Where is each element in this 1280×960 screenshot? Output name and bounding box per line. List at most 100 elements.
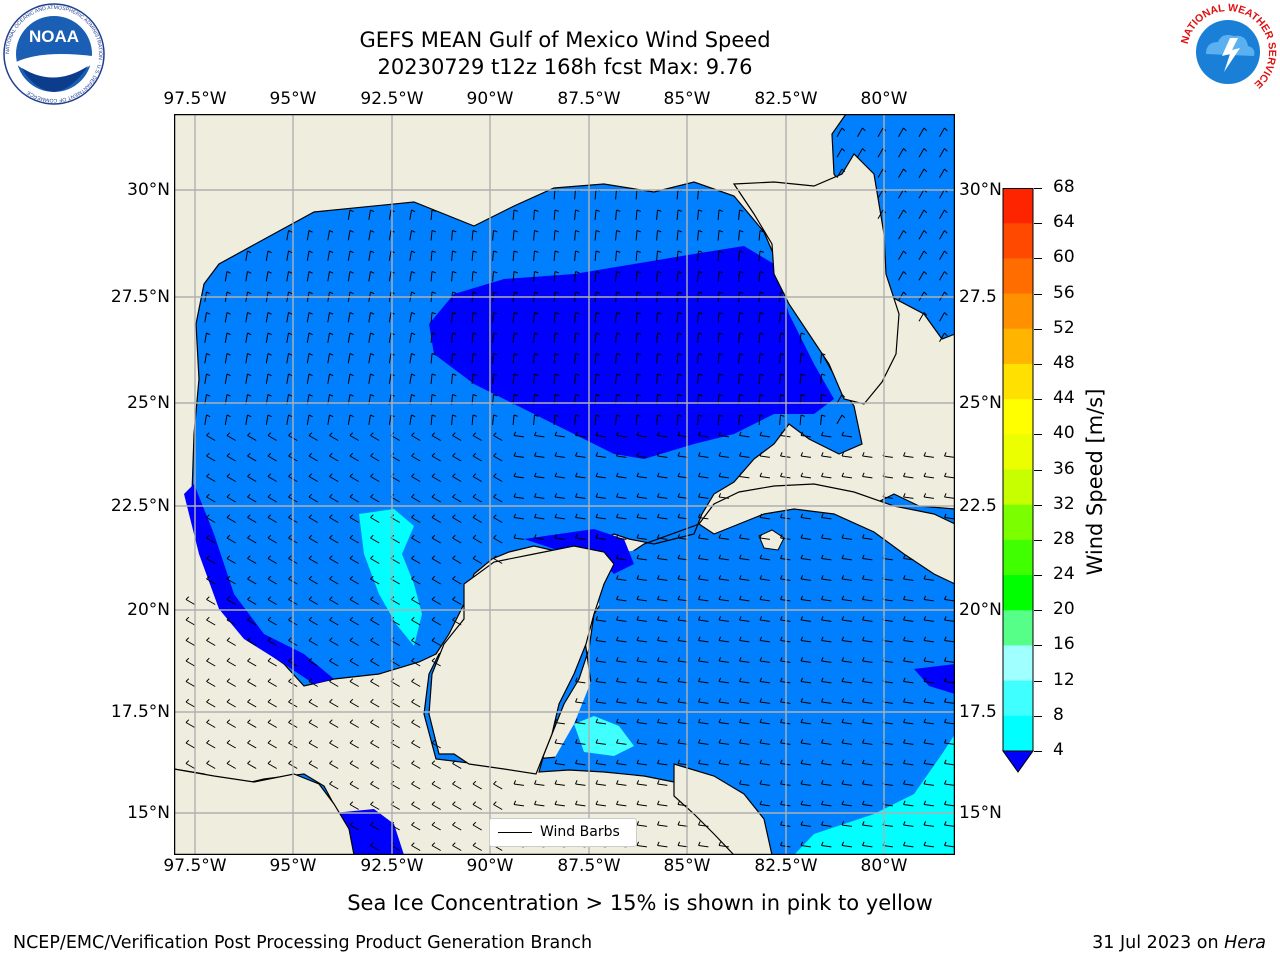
- wind-barb: [226, 432, 236, 441]
- colorbar-tick-label: 8: [1053, 704, 1064, 725]
- wind-barb: [616, 493, 627, 499]
- wind-barb: [841, 780, 852, 786]
- wind-barb: [718, 718, 729, 725]
- legend-line-swatch: [498, 831, 532, 833]
- wind-barb: [329, 657, 339, 667]
- wind-barb: [308, 555, 318, 564]
- wind-barb: [821, 575, 832, 581]
- wind-barb: [370, 760, 380, 769]
- wind-barb: [308, 637, 318, 646]
- wind-barb: [411, 473, 421, 482]
- bottom-lon-tick: 85°W: [663, 856, 711, 876]
- wind-barb: [267, 473, 277, 482]
- wind-barb: [226, 555, 236, 564]
- wind-barb: [206, 575, 216, 585]
- wind-barb: [472, 514, 482, 523]
- wind-barb: [862, 759, 873, 766]
- wind-barb: [615, 332, 621, 344]
- wind-barb: [698, 841, 709, 848]
- wind-barb: [267, 534, 277, 544]
- wind-barb: [492, 414, 498, 426]
- wind-barb: [267, 555, 277, 564]
- wind-barb: [370, 596, 380, 605]
- wind-barb: [615, 312, 621, 323]
- wind-barb: [841, 431, 852, 438]
- wind-barb: [553, 271, 559, 282]
- wind-barb: [430, 209, 436, 221]
- wind-barb: [265, 373, 272, 384]
- wind-barb: [452, 616, 462, 626]
- wind-barb: [918, 230, 928, 240]
- plot-title-line2: 20230729 t12z 168h fcst Max: 9.76: [377, 55, 753, 79]
- wind-barb: [286, 332, 293, 343]
- wind-barb: [676, 271, 682, 282]
- wind-barb: [657, 759, 668, 766]
- wind-barb: [903, 575, 914, 581]
- wind-barb: [841, 636, 852, 643]
- wind-barb: [677, 800, 688, 807]
- wind-barb: [492, 230, 498, 241]
- wind-barb: [533, 373, 539, 385]
- wind-barb: [329, 596, 339, 605]
- wind-barb: [349, 452, 359, 462]
- wind-barb: [554, 513, 565, 520]
- wind-barb: [636, 821, 647, 827]
- wind-barb: [636, 554, 647, 561]
- colorbar-title-wrap: Wind Speed [m/s]: [1083, 389, 1107, 576]
- wind-barb: [939, 271, 948, 281]
- wind-barb: [738, 209, 744, 221]
- wind-barb: [329, 534, 339, 544]
- wind-barb: [267, 719, 277, 728]
- wind-barb: [472, 473, 482, 482]
- wind-barb: [368, 312, 375, 323]
- wind-barb: [327, 332, 334, 343]
- colorbar-title: Wind Speed [m/s]: [1083, 388, 1107, 576]
- wind-barb: [718, 636, 729, 643]
- wind-barb: [657, 841, 668, 848]
- wind-barb: [595, 759, 606, 766]
- caribbean-ocean: [554, 509, 955, 855]
- wind-barb: [656, 271, 662, 282]
- wind-barb: [493, 780, 503, 790]
- wind-barb: [657, 718, 668, 725]
- wind-barb: [821, 452, 832, 458]
- wind-barb: [841, 718, 852, 725]
- wind-barb: [370, 678, 380, 687]
- wind-barb: [636, 616, 647, 622]
- wind-barb: [329, 493, 339, 503]
- colorbar-bin: [1003, 575, 1033, 611]
- wind-barb: [657, 616, 668, 622]
- wind-barb: [821, 800, 832, 807]
- wind-barb: [492, 332, 498, 344]
- wind-barb: [759, 431, 770, 438]
- wind-barb: [493, 432, 503, 441]
- wind-barb: [575, 452, 586, 458]
- wind-barb: [635, 373, 641, 385]
- wind-barb: [939, 230, 948, 240]
- wind-barb: [698, 452, 709, 458]
- wind-barb: [944, 739, 955, 745]
- colorbar-tick: [1034, 645, 1042, 647]
- wind-barb: [513, 513, 524, 520]
- wind-barb: [370, 534, 380, 544]
- wind-barb: [286, 353, 293, 364]
- wind-barb: [534, 472, 545, 479]
- wind-barb: [224, 373, 231, 384]
- wind-barb: [575, 759, 586, 766]
- legend-label: Wind Barbs: [540, 824, 620, 840]
- wind-barb: [759, 718, 770, 725]
- wind-barb: [245, 373, 252, 384]
- top-lon-tick: 95°W: [269, 89, 317, 109]
- wind-barb: [206, 473, 216, 482]
- wind-barb: [327, 353, 334, 364]
- wind-barb: [308, 575, 318, 585]
- colorbar-tick-label: 32: [1053, 493, 1075, 514]
- wind-barb: [553, 312, 559, 323]
- wind-barb: [923, 472, 934, 479]
- wind-barb: [431, 616, 441, 626]
- wind-barb: [306, 271, 313, 282]
- wind-barb: [409, 373, 416, 384]
- wind-barb: [636, 452, 647, 458]
- wind-barb: [903, 657, 914, 663]
- wind-barb: [247, 534, 257, 544]
